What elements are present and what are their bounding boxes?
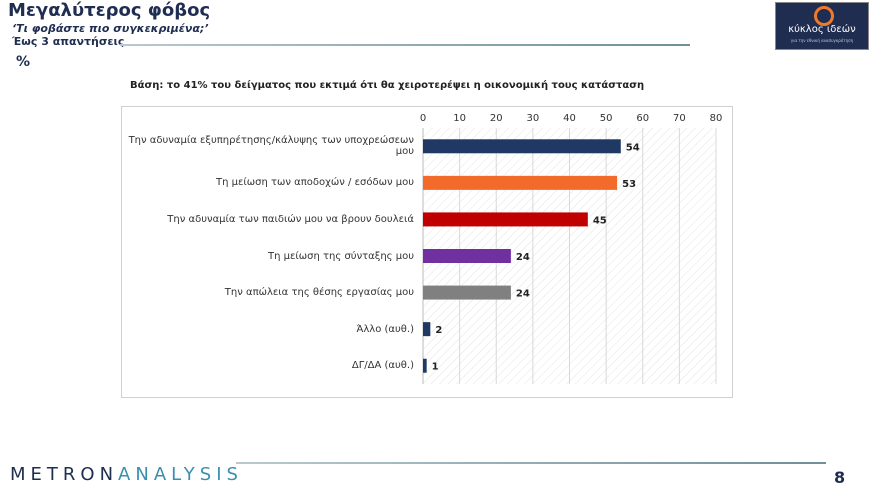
header-rule — [120, 44, 690, 46]
unit-label: % — [16, 54, 31, 70]
category-label: Την απώλεια της θέσης εργασίας μου — [224, 287, 414, 299]
logo-ring-icon — [814, 6, 834, 26]
base-text: Βάση: το 41% του δείγματος που εκτιμά ότ… — [130, 80, 645, 91]
metron-analysis-logo: METRONANALYSIS — [10, 464, 243, 485]
category-label: Την αδυναμία των παιδιών μου να βρουν δο… — [167, 213, 414, 225]
question-subtitle: ‘Τι φοβάστε πιο συγκεκριμένα;’ — [12, 22, 209, 35]
category-label: Την αδυναμία εξυπηρέτησης/κάλυψης των υπ… — [128, 135, 414, 158]
brand-part1: METRON — [10, 464, 119, 485]
category-label: Άλλο (αυθ.) — [356, 323, 414, 335]
kyklos-ideon-logo: κύκλος ιδεών για την εθνική ανασυγκρότησ… — [775, 2, 869, 50]
category-label: Τη μείωση των αποδοχών / εσόδων μου — [216, 177, 414, 189]
logo-name: κύκλος ιδεών — [788, 24, 856, 35]
answers-note: Έως 3 απαντήσεις — [12, 35, 125, 48]
brand-part2: ANALYSIS — [118, 464, 243, 485]
category-label: Τη μείωση της σύνταξης μου — [268, 250, 414, 262]
page-number: 8 — [834, 468, 846, 487]
page-title: Μεγαλύτερος φόβος — [8, 0, 211, 21]
logo-tagline: για την εθνική ανασυγκρότηση — [790, 38, 854, 43]
footer-rule — [236, 462, 826, 464]
category-label: ΔΓ/ΔΑ (αυθ.) — [351, 360, 414, 372]
